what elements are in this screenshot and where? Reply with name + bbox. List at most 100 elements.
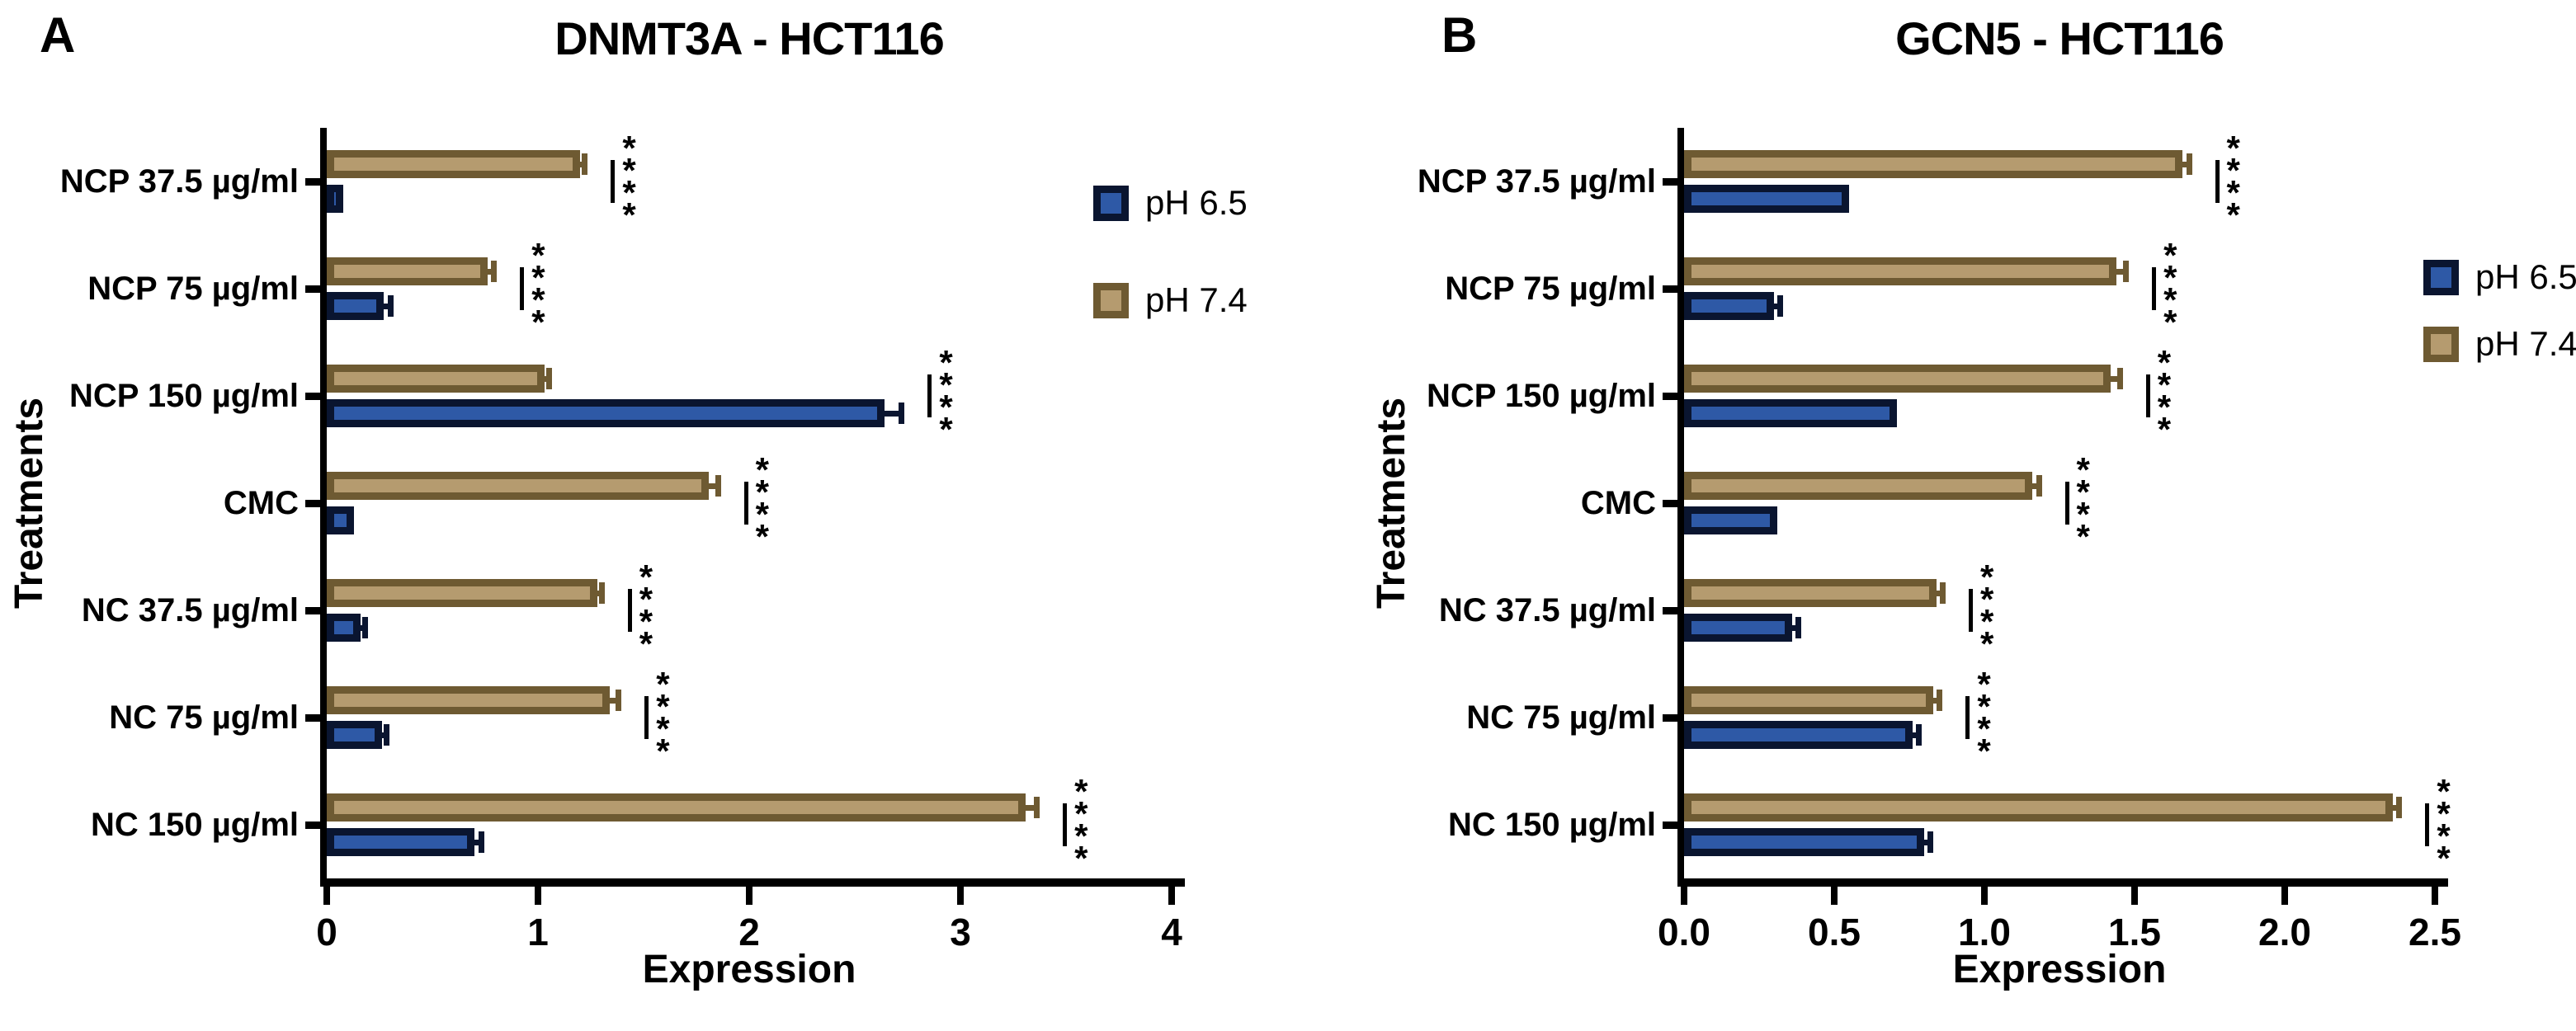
significance-stars: * * * * — [639, 558, 653, 663]
error-bar-cap — [1034, 797, 1040, 818]
error-bar-cap — [1915, 724, 1922, 746]
error-bar-stem — [1026, 805, 1037, 811]
legend-label-ph-6-5: pH 6.5 — [1145, 183, 1248, 222]
panel-dnmt3a-hct116: A DNMT3A - HCT116 Treatments 0 1 2 3 4 NCP 37… — [7, 7, 1248, 991]
x-tick-label: 0.5 — [1808, 911, 1861, 953]
significance-star: * — [531, 258, 545, 297]
legend-item-ph-7-4: pH 7.4 — [2423, 324, 2576, 364]
plot-area: 0.0 0.5 1.0 1.5 2.0 2.5 NCP 37.5 µg/ml * * * * NCP … — [1288, 0, 2576, 1031]
category-label: NC 75 µg/ml — [1466, 699, 1656, 736]
significance-star: * — [2076, 517, 2090, 556]
significance-star: * — [531, 280, 545, 319]
error-bar-cap — [2036, 475, 2042, 497]
x-tick-label: 1.5 — [2108, 911, 2161, 953]
y-tick-mark — [305, 285, 320, 293]
error-bar-cap — [387, 295, 394, 317]
significance-bracket — [644, 696, 649, 739]
legend-label-ph-7-4: pH 7.4 — [1145, 280, 1248, 319]
significance-star: * — [2157, 343, 2172, 382]
legend-swatch-ph-7-4 — [1093, 282, 1129, 318]
significance-star: * — [2437, 794, 2451, 833]
category-label: NCP 37.5 µg/ml — [59, 163, 299, 200]
x-axis-title: Expression — [642, 948, 856, 991]
y-tick-mark — [1663, 393, 1677, 400]
significance-bracket — [2152, 267, 2157, 310]
bar-ph-6-5 — [1684, 399, 1898, 427]
x-tick-mark — [535, 887, 541, 905]
error-bar-stem — [384, 304, 390, 309]
significance-stars: * * * * — [622, 129, 636, 234]
significance-stars: * * * * — [1074, 772, 1088, 876]
bar-ph-7-4 — [327, 257, 488, 285]
x-tick-label: 2.0 — [2258, 911, 2311, 953]
significance-star: * — [622, 129, 636, 167]
significance-star: * — [1074, 794, 1088, 833]
panel-a-label: A — [40, 7, 76, 63]
error-bar-cap — [2123, 261, 2130, 282]
category-label: NC 75 µg/ml — [109, 699, 299, 736]
x-tick-label: 3 — [950, 911, 971, 953]
x-tick-label: 4 — [1161, 911, 1182, 953]
significance-star: * — [1980, 558, 1994, 596]
significance-star: * — [1977, 687, 1991, 726]
significance-star: * — [1977, 709, 1991, 748]
x-tick-label: 1 — [527, 911, 549, 953]
category-label: NC 37.5 µg/ml — [81, 592, 299, 628]
significance-star: * — [2437, 817, 2451, 855]
error-bar-cap — [383, 724, 389, 746]
chart-title: DNMT3A - HCT116 — [554, 12, 944, 64]
error-bar-stem — [2032, 483, 2039, 489]
significance-stars: * * * * — [2226, 131, 2240, 234]
significance-star: * — [656, 665, 670, 704]
significance-bracket — [2145, 374, 2150, 417]
significance-bracket — [520, 267, 525, 310]
bar-ph-6-5 — [1684, 185, 1850, 213]
legend-item-ph-6-5: pH 6.5 — [2423, 257, 2576, 297]
error-bar-cap — [1940, 582, 1946, 604]
significance-star: * — [639, 624, 653, 663]
error-bar-stem — [2110, 376, 2120, 382]
x-tick-label: 1.0 — [1958, 911, 2011, 953]
significance-star: * — [2076, 473, 2090, 511]
significance-star: * — [1980, 580, 1994, 619]
error-bar-cap — [598, 582, 605, 604]
significance-star: * — [1074, 772, 1088, 811]
error-bar-stem — [2393, 805, 2399, 811]
error-bar-stem — [2116, 269, 2126, 275]
bar-ph-7-4 — [1684, 257, 2117, 285]
significance-star: * — [622, 195, 636, 234]
y-tick-mark — [305, 500, 320, 507]
bar-ph-6-5 — [1684, 828, 1925, 856]
bar-ph-6-5 — [1684, 292, 1775, 320]
x-tick-label: 2 — [738, 911, 760, 953]
significance-stars: * * * * — [939, 346, 952, 447]
category-label: NC 150 µg/ml — [1447, 807, 1656, 843]
significance-star: * — [2226, 173, 2240, 212]
x-tick-mark — [957, 887, 964, 905]
significance-star: * — [755, 495, 769, 534]
error-bar-stem — [1774, 304, 1781, 309]
significance-star: * — [639, 558, 653, 596]
error-bar-stem — [1936, 591, 1943, 596]
error-bar-stem — [1792, 625, 1799, 631]
legend-label-ph-6-5: pH 6.5 — [2475, 257, 2576, 296]
significance-star: * — [2076, 450, 2090, 489]
significance-star: * — [2437, 772, 2451, 811]
x-tick-label: 0.0 — [1658, 911, 1710, 953]
significance-bracket — [1965, 696, 1970, 739]
error-bar-cap — [2186, 153, 2192, 175]
error-bar-stem — [1924, 840, 1931, 845]
significance-star: * — [1977, 665, 1991, 704]
error-bar-stem — [709, 483, 718, 489]
bar-ph-7-4 — [1684, 472, 2033, 500]
significance-star: * — [622, 151, 636, 190]
error-bar-stem — [474, 840, 481, 845]
significance-star: * — [2226, 195, 2240, 234]
x-tick-mark — [746, 887, 753, 905]
significance-star: * — [2163, 236, 2177, 275]
y-tick-mark — [1663, 714, 1677, 722]
y-axis-line — [320, 128, 327, 887]
significance-bracket — [927, 374, 932, 417]
y-tick-mark — [305, 607, 320, 614]
significance-star: * — [755, 450, 769, 489]
